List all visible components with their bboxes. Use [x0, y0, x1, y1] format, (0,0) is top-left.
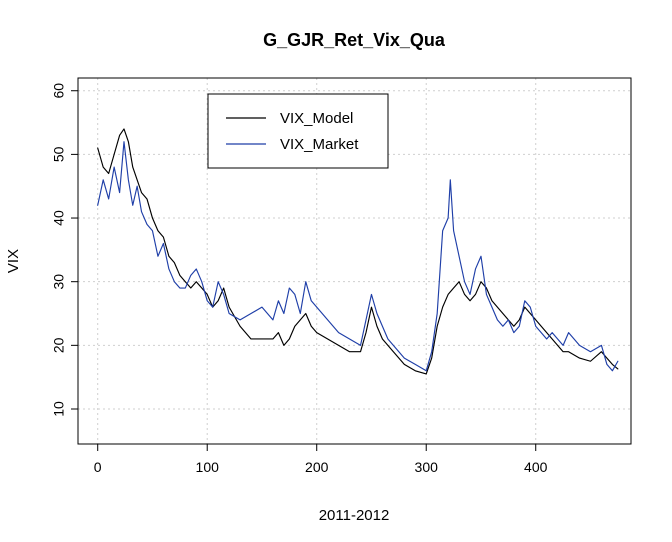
- y-axis-label: VIX: [5, 249, 22, 273]
- chart-title: G_GJR_Ret_Vix_Qua: [263, 30, 446, 50]
- x-tick-label-1: 100: [196, 459, 220, 475]
- y-tick-label-1: 20: [51, 337, 67, 353]
- x-tick-label-0: 0: [94, 459, 102, 475]
- legend-frame: [207, 93, 389, 169]
- x-tick-label-4: 400: [524, 459, 548, 475]
- series-line-vix-model: [97, 128, 619, 375]
- legend-market-label: VIX_Market: [280, 136, 359, 153]
- series-line-vix-market: [97, 141, 619, 372]
- y-tick-label-2: 30: [51, 274, 67, 290]
- axes-layer: 0 100 200 300 400 10 20 30 40 50 60: [51, 83, 548, 475]
- legend: VIX_Model VIX_Market: [207, 93, 389, 169]
- y-tick-label-4: 50: [51, 146, 67, 162]
- y-tick-label-3: 40: [51, 210, 67, 226]
- legend-model-label: VIX_Model: [280, 110, 353, 127]
- series-layer: [97, 128, 619, 375]
- x-axis-label: 2011-2012: [319, 507, 390, 524]
- x-tick-label-3: 300: [415, 459, 439, 475]
- plot-frame: [77, 77, 632, 445]
- y-tick-label-5: 60: [51, 83, 67, 99]
- y-tick-label-0: 10: [51, 401, 67, 417]
- x-tick-label-2: 200: [305, 459, 329, 475]
